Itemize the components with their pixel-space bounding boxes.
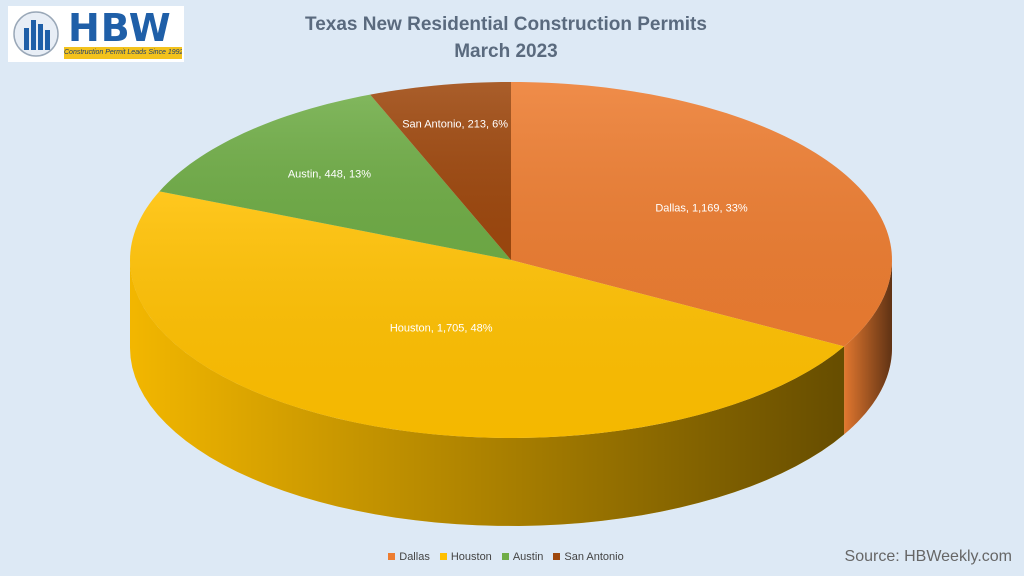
- logo-text: HBW: [68, 6, 172, 50]
- legend-item-san-antonio: San Antonio: [553, 551, 624, 563]
- pie-side-dallas-shade: [844, 260, 892, 435]
- pie-slice-san-antonio-gloss: [370, 82, 511, 260]
- legend-label-houston: Houston: [450, 551, 492, 563]
- pie-slice-austin-gloss: [159, 94, 511, 260]
- data-label-san-antonio: San Antonio, 213, 6%: [402, 119, 508, 131]
- legend-swatch-austin: [501, 553, 509, 560]
- hbw-logo: HBW Construction Permit Leads Since 1992: [8, 6, 184, 62]
- source-note: Source: HBWeekly.com: [844, 548, 1012, 565]
- pie-side-houston-shade: [130, 260, 845, 526]
- data-label-dallas: Dallas, 1,169, 33%: [655, 203, 748, 215]
- legend-swatch-dallas: [388, 553, 396, 560]
- pie-slice-houston-gloss: [130, 191, 845, 438]
- data-label-houston: Houston, 1,705, 48%: [390, 322, 493, 334]
- legend-item-houston: Houston: [439, 551, 492, 563]
- legend-item-austin: Austin: [501, 551, 544, 563]
- logo-tagline: Construction Permit Leads Since 1992: [64, 47, 182, 59]
- legend-label-dallas: Dallas: [399, 551, 430, 563]
- legend-swatch-san-antonio: [553, 553, 561, 560]
- pie-slice-dallas-gloss: [511, 82, 892, 347]
- building-globe-icon: [13, 11, 59, 57]
- legend-label-san-antonio: San Antonio: [564, 551, 624, 563]
- legend-swatch-houston: [439, 553, 447, 560]
- legend-item-dallas: Dallas: [388, 551, 430, 563]
- chart-subtitle: March 2023: [454, 41, 558, 62]
- legend-label-austin: Austin: [512, 551, 544, 563]
- chart-title: Texas New Residential Construction Permi…: [305, 14, 707, 35]
- data-label-austin: Austin, 448, 13%: [288, 169, 371, 181]
- chart-legend: Dallas Houston Austin San Antonio: [0, 551, 1012, 563]
